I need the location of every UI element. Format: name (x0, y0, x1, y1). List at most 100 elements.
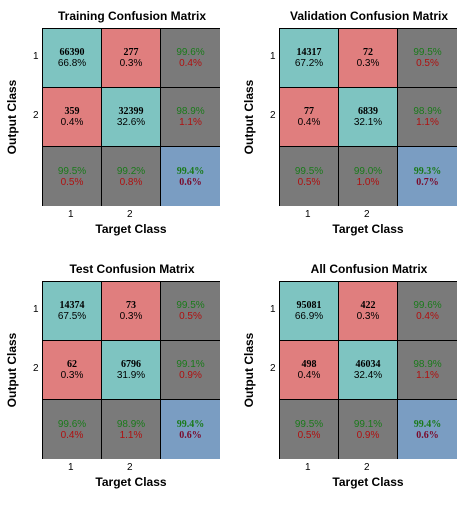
class-accuracy-cell: 98.9% 1.1% (102, 400, 161, 459)
cell-percent: 32.6% (116, 117, 146, 128)
error-percent: 1.1% (119, 429, 143, 441)
correct-count-cell: 14374 67.5% (43, 282, 102, 341)
cell-percent: 66.9% (294, 311, 324, 322)
cell-count: 73 (126, 300, 136, 311)
class-accuracy-cell: 99.1% 0.9% (161, 341, 220, 400)
cell-count: 6796 (121, 359, 141, 370)
cell-percent: 32.4% (353, 370, 383, 381)
accuracy-percent: 98.9% (413, 359, 442, 370)
accuracy-percent: 99.2% (116, 165, 146, 177)
y-axis-label: Output Class (5, 79, 19, 155)
correct-count-cell: 14317 67.2% (280, 29, 339, 88)
accuracy-percent: 99.5% (294, 418, 324, 430)
overall-accuracy-cell: 99.4% 0.6% (398, 400, 457, 459)
cell-count: 14374 (59, 300, 85, 311)
error-percent: 0.9% (356, 429, 380, 441)
cell-percent: 0.3% (356, 311, 380, 322)
error-percent: 1.1% (416, 370, 439, 381)
cell-percent: 66.8% (57, 58, 87, 69)
overall-accuracy: 99.4% (176, 165, 205, 177)
cell-count: 6839 (358, 106, 378, 117)
error-percent: 0.5% (179, 311, 202, 322)
class-accuracy-cell: 99.5% 0.5% (280, 147, 339, 206)
error-percent: 0.5% (60, 176, 84, 188)
class-accuracy-cell: 99.1% 0.9% (339, 400, 398, 459)
y-axis-label: Output Class (242, 79, 256, 155)
cell-count: 422 (360, 300, 376, 311)
cell-percent: 67.2% (294, 58, 324, 69)
overall-accuracy: 99.4% (413, 418, 442, 430)
x-tick-label: 2 (364, 462, 370, 473)
y-tick-label: 1 (33, 304, 39, 315)
matrix-title: Validation Confusion Matrix (289, 9, 448, 23)
overall-error: 0.7% (416, 176, 439, 188)
y-tick-label: 1 (270, 304, 276, 315)
class-accuracy-cell: 98.9% 1.1% (161, 88, 220, 147)
class-accuracy-cell: 99.5% 0.5% (280, 400, 339, 459)
class-accuracy-cell: 99.6% 0.4% (161, 29, 220, 88)
matrix-grid: 14374 67.5% 73 0.3% 99.5% 0.5% 62 0.3% 6796 31.9%… (42, 281, 220, 459)
misclassified-count-cell: 77 0.4% (280, 88, 339, 147)
cell-percent: 0.3% (356, 58, 380, 69)
x-axis-label: Target Class (332, 222, 404, 236)
class-accuracy-cell: 99.2% 0.8% (102, 147, 161, 206)
overall-error: 0.6% (179, 176, 202, 188)
overall-error: 0.6% (179, 429, 202, 441)
error-percent: 0.9% (179, 370, 202, 381)
matrix-grid: 14317 67.2% 72 0.3% 99.5% 0.5% 77 0.4% 6839 32.1%… (279, 28, 457, 206)
cell-count: 498 (301, 359, 317, 370)
overall-accuracy: 99.4% (176, 418, 205, 430)
x-axis-label: Target Class (332, 475, 404, 489)
cell-count: 95081 (296, 300, 322, 311)
accuracy-percent: 98.9% (413, 106, 442, 117)
y-axis-label: Output Class (242, 332, 256, 408)
class-accuracy-cell: 99.6% 0.4% (43, 400, 102, 459)
class-accuracy-cell: 99.6% 0.4% (398, 282, 457, 341)
cell-count: 46034 (355, 359, 381, 370)
overall-error: 0.6% (416, 429, 439, 441)
correct-count-cell: 66390 66.8% (43, 29, 102, 88)
accuracy-percent: 99.5% (57, 165, 87, 177)
y-axis-label: Output Class (5, 332, 19, 408)
cell-count: 277 (123, 47, 139, 58)
misclassified-count-cell: 73 0.3% (102, 282, 161, 341)
x-tick-label: 2 (127, 462, 133, 473)
cell-count: 32399 (118, 106, 144, 117)
correct-count-cell: 46034 32.4% (339, 341, 398, 400)
cell-percent: 0.4% (60, 117, 84, 128)
matrix-grid: 95081 66.9% 422 0.3% 99.6% 0.4% 498 0.4% 46034 32… (279, 281, 457, 459)
overall-accuracy-cell: 99.4% 0.6% (161, 147, 220, 206)
x-tick-label: 2 (127, 209, 133, 220)
accuracy-percent: 99.6% (176, 47, 205, 58)
cell-count: 62 (67, 359, 77, 370)
error-percent: 1.1% (416, 117, 439, 128)
x-tick-label: 1 (305, 209, 311, 220)
x-tick-label: 1 (68, 209, 74, 220)
confusion-matrix-panel: Validation Confusion Matrix 14317 67.2% 72 0… (237, 0, 474, 253)
correct-count-cell: 95081 66.9% (280, 282, 339, 341)
confusion-matrix-panel: Training Confusion Matrix 66390 66.8% 277 0.… (0, 0, 237, 253)
accuracy-percent: 99.5% (413, 47, 442, 58)
x-tick-label: 2 (364, 209, 370, 220)
x-axis-label: Target Class (95, 475, 167, 489)
overall-accuracy-cell: 99.3% 0.7% (398, 147, 457, 206)
accuracy-percent: 99.1% (176, 359, 205, 370)
accuracy-percent: 99.0% (353, 165, 383, 177)
matrix-title: Training Confusion Matrix (57, 9, 206, 23)
cell-percent: 67.5% (57, 311, 87, 322)
misclassified-count-cell: 422 0.3% (339, 282, 398, 341)
misclassified-count-cell: 62 0.3% (43, 341, 102, 400)
accuracy-percent: 98.9% (176, 106, 205, 117)
class-accuracy-cell: 99.5% 0.5% (398, 29, 457, 88)
class-accuracy-cell: 98.9% 1.1% (398, 88, 457, 147)
error-percent: 0.8% (119, 176, 143, 188)
y-tick-label: 2 (33, 110, 39, 121)
overall-accuracy: 99.3% (413, 165, 442, 177)
cell-percent: 0.3% (119, 311, 143, 322)
matrix-grid: 66390 66.8% 277 0.3% 99.6% 0.4% 359 0.4% 32399 32… (42, 28, 220, 206)
y-tick-label: 2 (33, 363, 39, 374)
cell-percent: 0.3% (119, 58, 143, 69)
cell-percent: 31.9% (116, 370, 146, 381)
cell-count: 72 (363, 47, 373, 58)
y-tick-label: 2 (270, 110, 276, 121)
